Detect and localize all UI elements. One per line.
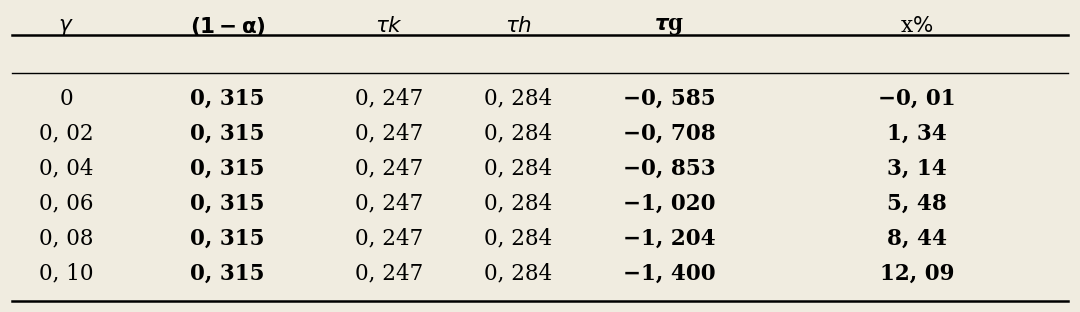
Text: x$\%$: x$\%$ xyxy=(901,15,933,37)
Text: $\boldsymbol{\tau}$g: $\boldsymbol{\tau}$g xyxy=(654,15,685,37)
Text: $\tau k$: $\tau k$ xyxy=(375,15,403,37)
Text: −1, 204: −1, 204 xyxy=(623,227,716,250)
Text: 8, 44: 8, 44 xyxy=(887,227,947,250)
Text: −0, 853: −0, 853 xyxy=(623,158,716,180)
Text: 1, 34: 1, 34 xyxy=(887,123,947,145)
Text: 0, 247: 0, 247 xyxy=(355,158,423,180)
Text: $\gamma$: $\gamma$ xyxy=(58,15,73,37)
Text: 0, 315: 0, 315 xyxy=(190,88,265,110)
Text: 3, 14: 3, 14 xyxy=(887,158,947,180)
Text: 0, 315: 0, 315 xyxy=(190,227,265,250)
Text: −0, 585: −0, 585 xyxy=(623,88,716,110)
Text: −1, 020: −1, 020 xyxy=(623,193,716,215)
Text: 0, 10: 0, 10 xyxy=(39,262,93,285)
Text: 12, 09: 12, 09 xyxy=(880,262,955,285)
Text: 0, 04: 0, 04 xyxy=(39,158,93,180)
Text: 0, 315: 0, 315 xyxy=(190,193,265,215)
Text: $\tau h$: $\tau h$ xyxy=(504,15,532,37)
Text: 0, 315: 0, 315 xyxy=(190,262,265,285)
Text: 0, 247: 0, 247 xyxy=(355,262,423,285)
Text: 5, 48: 5, 48 xyxy=(887,193,947,215)
Text: 0, 247: 0, 247 xyxy=(355,123,423,145)
Text: 0, 02: 0, 02 xyxy=(39,123,93,145)
Text: 0, 284: 0, 284 xyxy=(484,227,553,250)
Text: 0, 284: 0, 284 xyxy=(484,123,553,145)
Text: 0, 315: 0, 315 xyxy=(190,123,265,145)
Text: 0, 284: 0, 284 xyxy=(484,193,553,215)
Text: $\mathbf{(1-\alpha)}$: $\mathbf{(1-\alpha)}$ xyxy=(190,15,266,38)
Text: 0, 284: 0, 284 xyxy=(484,262,553,285)
Text: 0, 247: 0, 247 xyxy=(355,227,423,250)
Text: 0, 06: 0, 06 xyxy=(39,193,93,215)
Text: 0, 284: 0, 284 xyxy=(484,158,553,180)
Text: 0, 247: 0, 247 xyxy=(355,88,423,110)
Text: −0, 708: −0, 708 xyxy=(623,123,716,145)
Text: 0, 315: 0, 315 xyxy=(190,158,265,180)
Text: −1, 400: −1, 400 xyxy=(623,262,716,285)
Text: 0, 247: 0, 247 xyxy=(355,193,423,215)
Text: 0, 284: 0, 284 xyxy=(484,88,553,110)
Text: 0: 0 xyxy=(59,88,72,110)
Text: 0, 08: 0, 08 xyxy=(39,227,93,250)
Text: −0, 01: −0, 01 xyxy=(878,88,956,110)
